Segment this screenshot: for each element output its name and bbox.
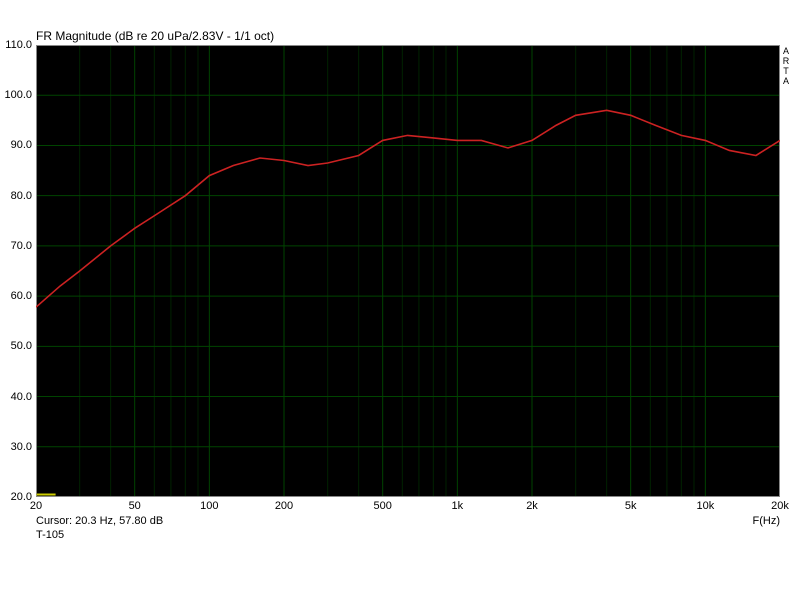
frequency-response-curve [36, 110, 780, 307]
software-watermark: ARTA [781, 46, 790, 86]
x-tick-label: 20k [760, 500, 800, 512]
chart-title: FR Magnitude (dB re 20 uPa/2.83V - 1/1 o… [36, 29, 274, 43]
x-tick-label: 5k [611, 500, 651, 512]
y-tick-label: 30.0 [2, 441, 32, 453]
x-tick-label: 10k [685, 500, 725, 512]
x-tick-label: 50 [115, 500, 155, 512]
y-tick-label: 100.0 [2, 89, 32, 101]
x-tick-label: 1k [437, 500, 477, 512]
x-axis-title: F(Hz) [753, 515, 781, 527]
x-tick-label: 2k [512, 500, 552, 512]
y-tick-label: 60.0 [2, 290, 32, 302]
cursor-readout: Cursor: 20.3 Hz, 57.80 dB [36, 515, 163, 527]
y-tick-label: 70.0 [2, 240, 32, 252]
y-tick-label: 90.0 [2, 139, 32, 151]
x-tick-label: 100 [189, 500, 229, 512]
model-label: T-105 [36, 529, 64, 541]
chart-container: { "chart": { "type": "line", "title": "F… [0, 0, 800, 600]
plot-area [36, 45, 780, 497]
y-tick-label: 40.0 [2, 391, 32, 403]
x-tick-label: 20 [16, 500, 56, 512]
plot-svg [36, 45, 780, 497]
y-tick-label: 80.0 [2, 190, 32, 202]
x-tick-label: 500 [363, 500, 403, 512]
y-tick-label: 50.0 [2, 340, 32, 352]
y-tick-label: 110.0 [2, 39, 32, 51]
x-tick-label: 200 [264, 500, 304, 512]
